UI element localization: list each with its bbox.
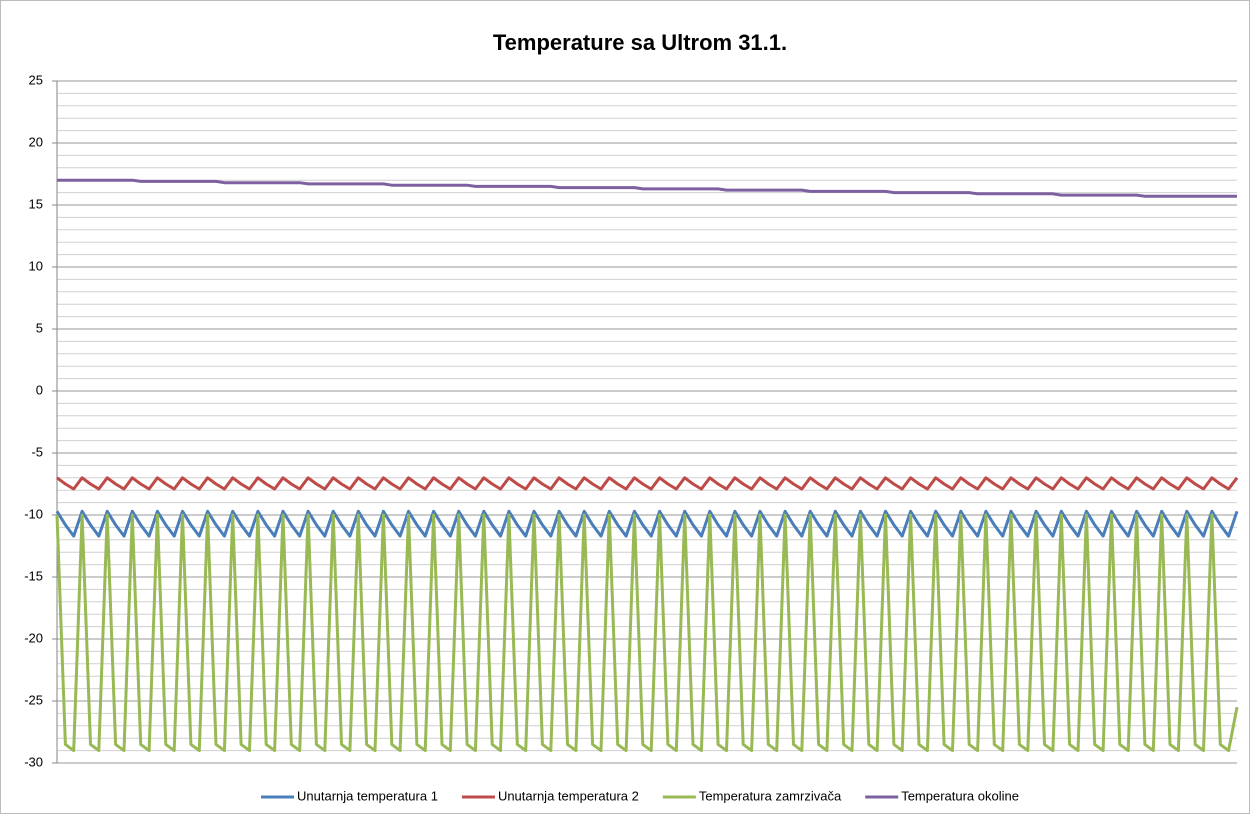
y-tick-label: 5 [36,320,43,335]
legend-label: Unutarnja temperatura 1 [297,788,438,803]
y-tick-label: 0 [36,382,43,397]
legend-label: Unutarnja temperatura 2 [498,788,639,803]
y-tick-label: -20 [24,630,43,645]
legend-label: Temperatura okoline [901,788,1019,803]
series-line [55,509,1239,538]
y-tick-label: 15 [29,196,43,211]
y-tick-label: 25 [29,72,43,87]
y-tick-label: -30 [24,754,43,769]
y-tick-label: -10 [24,506,43,521]
chart-title: Temperature sa Ultrom 31.1. [493,30,787,55]
y-tick-label: -5 [31,444,43,459]
legend-label: Temperatura zamrzivača [699,788,842,803]
series-line [56,476,1239,491]
y-tick-label: -25 [24,692,43,707]
y-tick-label: 20 [29,134,43,149]
series-line [57,178,1237,198]
y-tick-label: -15 [24,568,43,583]
y-tick-label: 10 [29,258,43,273]
series-line [55,513,1239,753]
